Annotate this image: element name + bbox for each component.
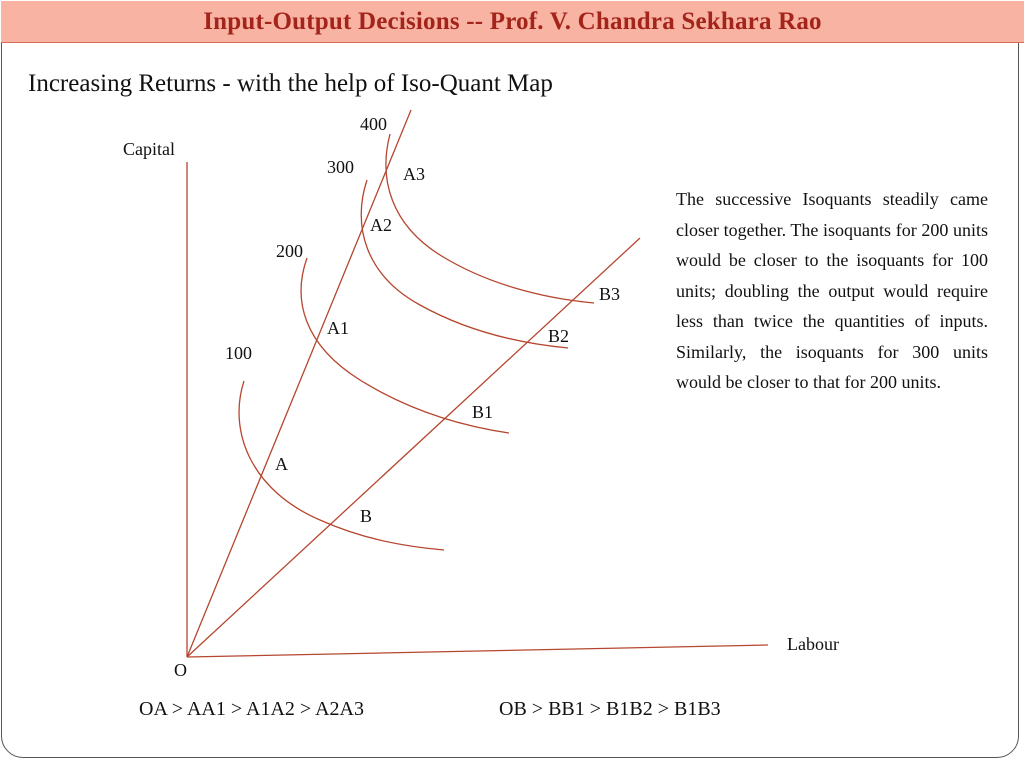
inequality-ray-a: OA > AA1 > A1A2 > A2A3 [139,698,364,720]
slide-subtitle: Increasing Returns - with the help of Is… [28,70,553,97]
isoquant-label-400: 400 [360,114,387,134]
point-label-a1: A1 [327,318,349,338]
header-title: Input-Output Decisions -- Prof. V. Chand… [203,7,822,35]
isoquant-300 [360,179,569,349]
point-label-b2: B2 [548,326,569,346]
capital-axis-label: Capital [123,139,175,159]
labour-axis-label: Labour [787,634,839,654]
isoquant-label-100: 100 [225,343,252,363]
point-label-b1: B1 [472,402,493,422]
labour-axis [186,644,769,658]
point-label-b: B [360,506,372,526]
point-label-a2: A2 [370,215,392,235]
isoquant-400 [385,133,595,304]
isoquant-label-200: 200 [276,241,303,261]
isoquant-200 [300,257,510,434]
origin-label: O [174,660,187,680]
isoquant-label-300: 300 [327,157,354,177]
explanation-text: The successive Isoquants steadily came c… [676,189,988,392]
ray-b [186,237,641,658]
point-label-b3: B3 [599,284,620,304]
isoquant-100 [238,380,445,551]
inequality-ray-b: OB > BB1 > B1B2 > B1B3 [499,698,721,720]
ray-a [186,109,412,658]
point-label-a: A [275,454,288,474]
header-bar: Input-Output Decisions -- Prof. V. Chand… [1,1,1024,43]
point-label-a3: A3 [403,164,425,184]
